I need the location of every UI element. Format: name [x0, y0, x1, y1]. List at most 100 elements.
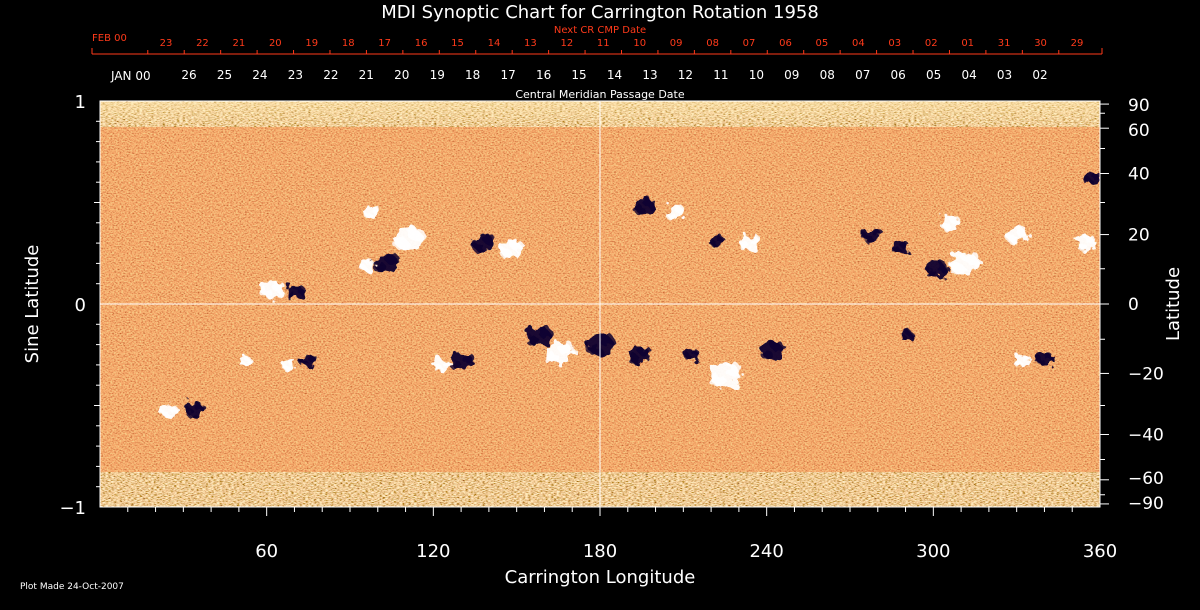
next-cr-date: 29 [1071, 38, 1084, 49]
region-lobe [194, 402, 205, 411]
region-lobe [665, 212, 676, 220]
region-lobe [739, 242, 751, 251]
cmp-date: 19 [430, 68, 445, 82]
region-lobe [366, 260, 375, 267]
region-lobe [627, 354, 640, 364]
active-region-negative [684, 349, 700, 361]
cmp-date: 06 [891, 68, 906, 82]
next-cr-date: 17 [378, 38, 391, 49]
x-tick-label: 360 [1083, 541, 1117, 562]
active-region-positive [499, 240, 524, 259]
region-lobe [1076, 242, 1087, 250]
region-lobe [393, 238, 410, 251]
cmp-date: 05 [926, 68, 941, 82]
region-lobe [449, 360, 462, 370]
region-lobe [634, 206, 645, 215]
cmp-date: 08 [820, 68, 835, 82]
y-right-tick-label: −90 [1128, 494, 1164, 514]
cmp-date: 04 [961, 68, 976, 82]
next-cr-date: 09 [670, 38, 683, 49]
crosshair-lines [100, 101, 1100, 507]
region-lobe [760, 350, 773, 360]
y-right-tick-label: 20 [1128, 226, 1150, 246]
next-cr-date: 16 [415, 38, 428, 49]
cmp-date: 23 [288, 68, 303, 82]
next-cr-date: 03 [888, 38, 901, 49]
region-lobe [407, 227, 425, 241]
region-lobe [1083, 177, 1093, 185]
active-region-negative [449, 351, 474, 370]
region-lobe [433, 364, 443, 371]
left-y-axis: 1 0 −1 [59, 92, 100, 519]
y-left-tick-label: −1 [59, 498, 86, 519]
active-region-positive [281, 359, 297, 371]
active-region-negative [891, 240, 909, 254]
cmp-date: 12 [678, 68, 693, 82]
region-lobe [1014, 360, 1023, 367]
region-lobe [557, 341, 575, 355]
active-region-positive [260, 280, 285, 299]
cmp-axis-title: Central Meridian Passage Date [515, 88, 684, 101]
next-cr-date: 18 [342, 38, 355, 49]
region-lobe [708, 374, 726, 388]
active-region-negative [634, 198, 656, 215]
plot-made-footer: Plot Made 24-Oct-2007 [20, 582, 124, 592]
next-cr-date: 05 [816, 38, 829, 49]
active-region-positive [948, 251, 981, 276]
cmp-date: 09 [784, 68, 799, 82]
y-right-tick-label: −20 [1128, 364, 1164, 384]
next-cr-start-label: FEB 00 [92, 33, 127, 44]
region-lobe [441, 358, 451, 366]
y-axis-label-left: Sine Latitude [22, 245, 43, 364]
active-region-positive [739, 235, 762, 252]
x-axis: 60 120 180 240 300 360 [127, 507, 1117, 562]
region-lobe [1091, 172, 1100, 180]
cmp-date: 18 [465, 68, 480, 82]
active-region-positive [1014, 354, 1032, 368]
region-lobe [674, 205, 686, 214]
cmp-date: 17 [500, 68, 515, 82]
top-date-axes: 23 22 21 20 19 18 17 16 15 14 13 12 11 10 09 08 07 06 05 04… [91, 38, 1103, 82]
region-lobe [281, 364, 290, 371]
next-cr-date: 10 [633, 38, 646, 49]
region-lobe [185, 409, 195, 417]
next-cr-date: 04 [852, 38, 865, 49]
active-regions [161, 171, 1100, 418]
region-lobe [294, 284, 305, 293]
y-right-tick-label: 90 [1128, 96, 1150, 116]
y-left-tick-label: 1 [75, 92, 86, 113]
x-axis-label: Carrington Longitude [505, 567, 696, 588]
y-right-tick-label: 60 [1128, 121, 1150, 141]
region-lobe [238, 360, 245, 366]
region-lobe [538, 327, 553, 338]
next-cr-date: 22 [196, 38, 209, 49]
region-lobe [925, 269, 937, 278]
next-cr-date: 01 [961, 38, 974, 49]
region-lobe [905, 330, 912, 336]
active-region-positive [433, 358, 451, 372]
region-lobe [244, 356, 251, 362]
region-lobe [526, 335, 540, 346]
cmp-date: 22 [323, 68, 338, 82]
cmp-date: 11 [713, 68, 728, 82]
cmp-date: 07 [855, 68, 870, 82]
cmp-date: 25 [217, 68, 232, 82]
cmp-date: 02 [1032, 68, 1047, 82]
region-lobe [161, 411, 170, 418]
region-lobe [169, 405, 179, 413]
active-region-positive [1076, 235, 1097, 251]
y-axis-label-right: Latitude [1163, 267, 1184, 341]
region-lobe [300, 360, 309, 367]
region-lobe [482, 234, 496, 245]
next-cr-axis-title: Next CR CMP Date [554, 25, 646, 36]
region-lobe [586, 344, 601, 355]
active-region-positive [364, 206, 382, 219]
region-lobe [1016, 227, 1029, 237]
region-lobe [899, 334, 906, 339]
region-lobe [1085, 236, 1097, 245]
region-lobe [891, 246, 901, 254]
cmp-date: 26 [181, 68, 196, 82]
active-region-negative [627, 345, 652, 364]
region-lobe [385, 253, 401, 265]
